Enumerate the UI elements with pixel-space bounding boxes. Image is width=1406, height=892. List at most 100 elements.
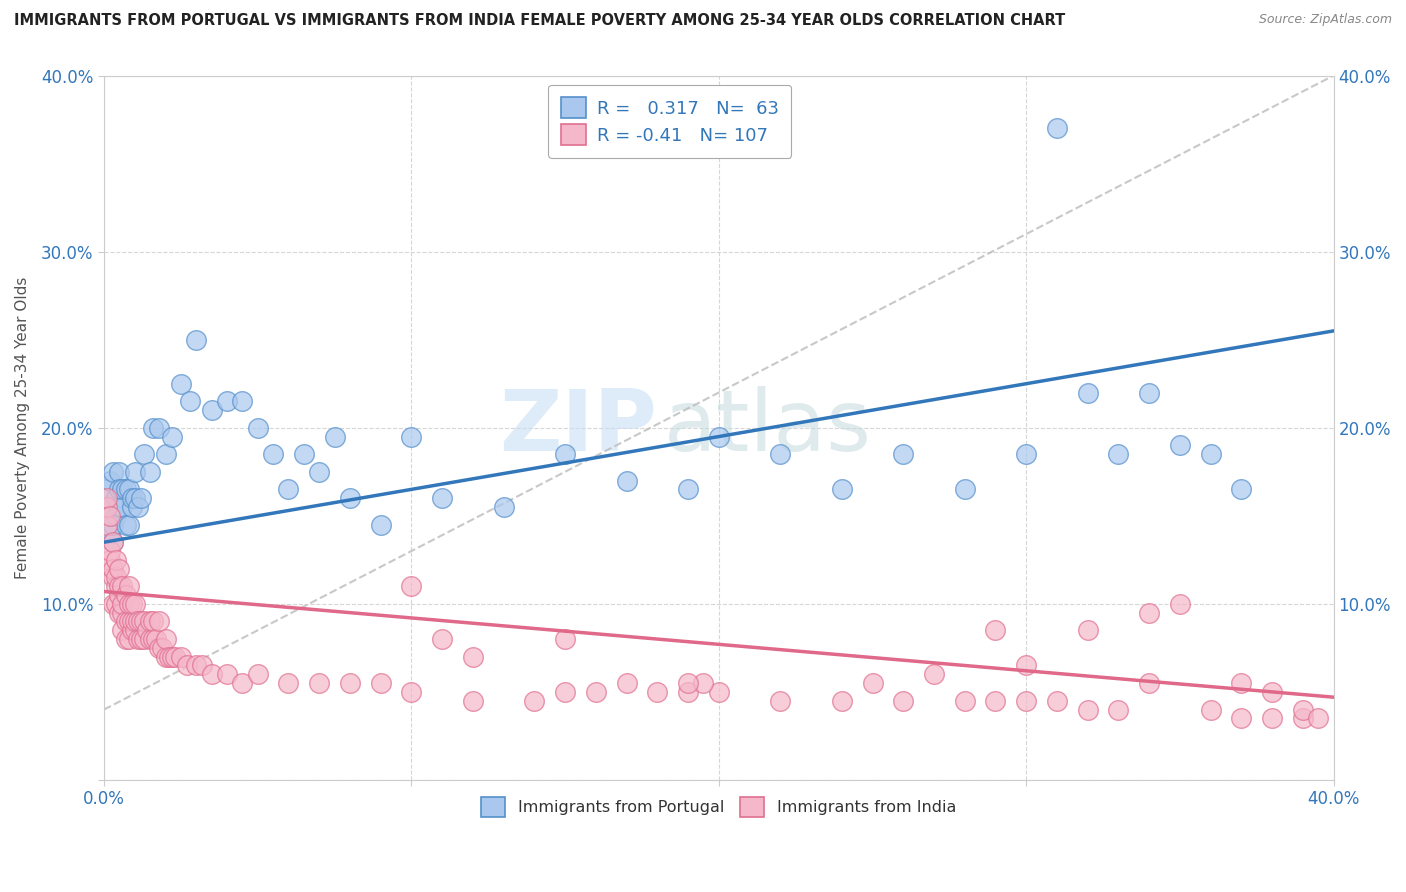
Point — [215, 394, 238, 409]
Point — [124, 465, 146, 479]
Point — [121, 500, 143, 514]
Point — [170, 376, 193, 391]
Point — [323, 429, 346, 443]
Point — [121, 597, 143, 611]
Text: atlas: atlas — [664, 386, 872, 469]
Point — [862, 676, 884, 690]
Point — [1168, 438, 1191, 452]
Point — [1261, 711, 1284, 725]
Point — [1230, 676, 1253, 690]
Point — [139, 632, 162, 646]
Point — [121, 491, 143, 505]
Point — [108, 606, 131, 620]
Point — [103, 535, 125, 549]
Point — [136, 624, 159, 638]
Point — [1107, 702, 1129, 716]
Point — [1077, 702, 1099, 716]
Point — [308, 676, 330, 690]
Point — [953, 483, 976, 497]
Point — [707, 685, 730, 699]
Point — [179, 394, 201, 409]
Point — [554, 632, 576, 646]
Point — [1292, 711, 1315, 725]
Point — [492, 500, 515, 514]
Point — [127, 615, 149, 629]
Point — [231, 394, 253, 409]
Point — [105, 508, 128, 523]
Point — [96, 517, 118, 532]
Point — [160, 649, 183, 664]
Point — [277, 676, 299, 690]
Legend: Immigrants from Portugal, Immigrants from India: Immigrants from Portugal, Immigrants fro… — [474, 789, 965, 825]
Point — [139, 615, 162, 629]
Point — [129, 615, 152, 629]
Point — [430, 491, 453, 505]
Point — [585, 685, 607, 699]
Point — [111, 500, 134, 514]
Y-axis label: Female Poverty Among 25-34 Year Olds: Female Poverty Among 25-34 Year Olds — [15, 277, 30, 579]
Point — [108, 561, 131, 575]
Point — [124, 597, 146, 611]
Point — [139, 465, 162, 479]
Point — [201, 403, 224, 417]
Point — [103, 465, 125, 479]
Point — [1107, 447, 1129, 461]
Point — [186, 333, 208, 347]
Point — [1137, 676, 1160, 690]
Point — [215, 667, 238, 681]
Point — [142, 632, 165, 646]
Point — [231, 676, 253, 690]
Text: ZIP: ZIP — [499, 386, 658, 469]
Point — [103, 561, 125, 575]
Point — [145, 632, 167, 646]
Point — [117, 597, 139, 611]
Point — [152, 640, 174, 655]
Point — [111, 606, 134, 620]
Point — [554, 447, 576, 461]
Point — [114, 615, 136, 629]
Point — [1137, 385, 1160, 400]
Point — [108, 579, 131, 593]
Point — [692, 676, 714, 690]
Point — [246, 667, 269, 681]
Point — [108, 588, 131, 602]
Point — [461, 694, 484, 708]
Point — [308, 465, 330, 479]
Point — [117, 579, 139, 593]
Point — [292, 447, 315, 461]
Point — [616, 474, 638, 488]
Point — [157, 649, 180, 664]
Point — [176, 658, 198, 673]
Point — [117, 517, 139, 532]
Point — [124, 624, 146, 638]
Point — [105, 579, 128, 593]
Point — [1199, 447, 1222, 461]
Point — [98, 553, 121, 567]
Point — [1308, 711, 1330, 725]
Point — [616, 676, 638, 690]
Point — [155, 632, 177, 646]
Point — [105, 597, 128, 611]
Point — [96, 500, 118, 514]
Point — [891, 694, 914, 708]
Point — [922, 667, 945, 681]
Point — [984, 624, 1007, 638]
Point — [401, 685, 423, 699]
Point — [105, 553, 128, 567]
Point — [114, 483, 136, 497]
Point — [132, 447, 155, 461]
Point — [676, 685, 699, 699]
Point — [430, 632, 453, 646]
Point — [1077, 385, 1099, 400]
Point — [148, 640, 170, 655]
Point — [163, 649, 186, 664]
Point — [160, 429, 183, 443]
Point — [676, 676, 699, 690]
Point — [111, 483, 134, 497]
Point — [148, 421, 170, 435]
Point — [142, 615, 165, 629]
Point — [155, 649, 177, 664]
Point — [98, 544, 121, 558]
Point — [186, 658, 208, 673]
Point — [401, 429, 423, 443]
